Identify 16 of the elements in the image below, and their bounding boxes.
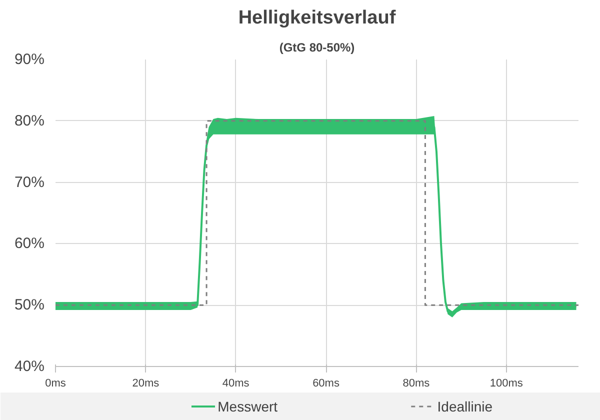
y-tick-label: 40% [14, 358, 45, 375]
chart-subtitle: (GtG 80-50%) [279, 40, 355, 54]
x-tick-label: 0ms [45, 378, 66, 390]
x-tick-label: 20ms [132, 378, 160, 390]
y-tick-label: 60% [14, 235, 45, 252]
x-tick-label: 100ms [490, 378, 524, 390]
y-tick-label: 80% [14, 112, 45, 130]
y-tick-label: 90% [14, 51, 45, 68]
x-tick-label: 60ms [312, 378, 340, 390]
legend-label: Messwert [218, 398, 278, 414]
x-tick-label: 80ms [402, 378, 430, 390]
chart-title: Helligkeitsverlauf [238, 8, 396, 28]
y-tick-label: 50% [14, 296, 45, 314]
y-tick-label: 70% [14, 174, 45, 191]
x-tick-label: 40ms [222, 378, 250, 390]
legend-label: Ideallinie [437, 398, 493, 414]
